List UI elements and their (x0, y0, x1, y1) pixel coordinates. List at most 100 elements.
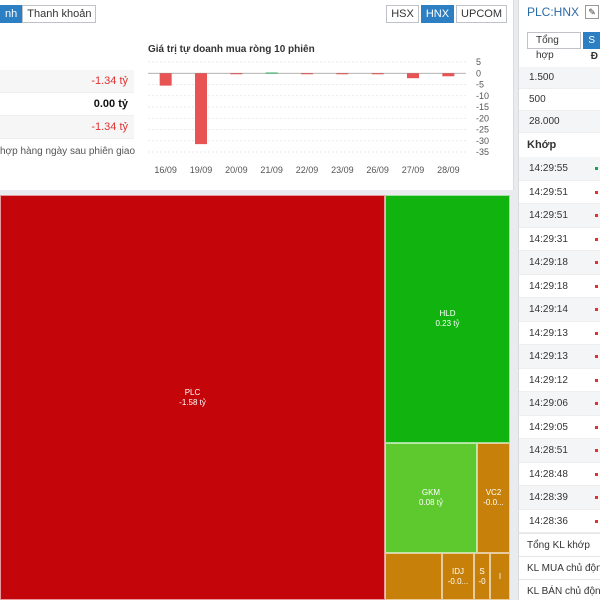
column-header: Đ (590, 51, 598, 62)
trade-time: 14:29:13 (529, 327, 568, 339)
tab-overview[interactable]: nh (0, 5, 23, 23)
cell-label: GKM (421, 488, 441, 497)
tab-hnx[interactable]: HNX (420, 5, 455, 23)
trade-row: 14:28:48 (519, 463, 600, 486)
x-tick-label: 28/09 (437, 165, 460, 175)
trade-side-marker (595, 402, 598, 405)
treemap-cell-gkm[interactable]: GKM 0.08 tỷ (385, 443, 477, 553)
treemap-cell-vc2[interactable]: VC2 -0.0... (477, 443, 510, 553)
trade-side-marker (595, 496, 598, 499)
bar-27-09[interactable] (407, 73, 419, 79)
trade-side-marker (595, 355, 598, 358)
price-row: 28.000 (519, 111, 600, 133)
trade-time: 14:29:06 (529, 398, 568, 409)
trade-side-marker (595, 261, 598, 264)
trade-row: 14:29:12 (519, 369, 600, 392)
tab-upcom[interactable]: UPCOM (456, 5, 507, 23)
cell-value: -0.0... (483, 498, 504, 507)
trade-row: 14:28:39 (519, 486, 600, 510)
summary-panel: nh Thanh khoản HSX HNX UPCOM -1.34 tỷ 0.… (0, 0, 514, 190)
x-tick-label: 19/09 (190, 165, 213, 175)
x-tick-label: 26/09 (366, 165, 389, 175)
cell-label: HLD (439, 309, 456, 318)
y-tick-label: 5 (476, 58, 481, 67)
x-tick-label: 16/09 (154, 165, 177, 175)
trade-time: 14:29:51 (529, 186, 568, 198)
tab-summary[interactable]: Tổng hợp (527, 32, 582, 61)
matched-section-title: Khớp (527, 139, 557, 151)
tab-liquidity[interactable]: Thanh khoản (22, 5, 97, 23)
matched-trades-list[interactable]: 14:29:55 14:29:51 14:29:51 14:29:31 14:29:18… (519, 157, 600, 533)
symbol-title[interactable]: PLC:HNX (527, 5, 580, 19)
summary-net-value: -1.34 tỷ (0, 116, 134, 139)
treemap-cell-plc[interactable]: PLC -1.58 tỷ (0, 195, 385, 600)
summary-sell-value: 0.00 tỷ (0, 93, 134, 116)
x-tick-label: 21/09 (260, 165, 283, 175)
bar-20-09[interactable] (230, 73, 243, 75)
net-buy-chart: 50 -5-10-15-20 -25-30-35 16/09 19/09 20/09 21/… (148, 58, 489, 175)
treemap-cell-i[interactable]: I (490, 553, 510, 600)
treemap-cell-s[interactable]: S -0 (474, 553, 490, 600)
trade-time: 14:29:12 (529, 374, 568, 386)
trade-side-marker (595, 167, 598, 170)
cell-label: S (479, 566, 485, 576)
trade-side-marker (595, 449, 598, 452)
cell-value: -1.58 tỷ (179, 397, 206, 407)
chart-title: Giá trị tự doanh mua ròng 10 phiên (148, 44, 315, 55)
trade-time: 14:29:51 (529, 210, 568, 221)
trade-time: 14:28:51 (529, 445, 568, 456)
bar-28-09[interactable] (442, 73, 455, 77)
trade-time: 14:29:14 (529, 304, 568, 315)
trade-time: 14:29:05 (529, 421, 568, 433)
footnote: hợp hàng ngày sau phiên giao (0, 146, 135, 157)
bar-21-09[interactable] (265, 72, 278, 74)
tab-hsx[interactable]: HSX (386, 5, 419, 23)
bar-19-09[interactable] (195, 73, 207, 145)
trade-row: 14:29:14 (519, 298, 600, 322)
cell-value: 0.23 tỷ (435, 319, 460, 328)
cell-label: I (498, 571, 502, 581)
x-tick-label: 20/09 (225, 165, 248, 175)
trade-time: 14:29:13 (529, 351, 568, 362)
trade-row: 14:29:13 (519, 345, 600, 369)
symbol-header: PLC:HNX ✎ (519, 0, 600, 24)
treemap-cell-hld[interactable]: HLD 0.23 tỷ (385, 195, 510, 443)
trade-side-marker (595, 519, 598, 523)
trade-side-marker (595, 472, 598, 476)
trade-side-marker (595, 214, 598, 217)
cell-label: VC2 (485, 488, 502, 497)
y-tick-label: -25 (476, 125, 489, 135)
y-tick-label: -5 (476, 80, 484, 90)
y-tick-label: -15 (476, 102, 489, 112)
trade-row: 14:29:51 (519, 181, 600, 204)
bar-26-09[interactable] (371, 73, 384, 75)
active-sell-volume: KL BÁN chủ động (519, 579, 600, 600)
price-row: 500 (519, 89, 600, 111)
trade-side-marker (595, 284, 598, 288)
trade-time: 14:28:36 (529, 515, 568, 527)
summary-buy-value: -1.34 tỷ (0, 70, 134, 93)
bar-22-09[interactable] (301, 73, 313, 75)
treemap-cell-small[interactable] (385, 553, 442, 600)
pencil-icon[interactable]: ✎ (585, 5, 600, 19)
trade-row: 14:28:51 (519, 439, 600, 463)
y-tick-label: -35 (476, 147, 489, 157)
trade-side-marker (595, 425, 598, 429)
trade-side-marker (595, 378, 598, 382)
stock-detail-panel: PLC:HNX ✎ Tổng hợp S Đ 1.500 500 28.000 … (518, 0, 600, 600)
bar-16-09[interactable] (159, 73, 172, 86)
trade-time: 14:29:55 (529, 163, 568, 174)
x-tick-label: 27/09 (402, 165, 425, 175)
trade-time: 14:29:18 (529, 280, 568, 292)
cell-label: IDJ (452, 566, 464, 576)
treemap-cell-idj[interactable]: IDJ -0.0... (442, 553, 474, 600)
cell-value: 0.08 tỷ (418, 498, 443, 507)
price-list: 1.500 500 28.000 (519, 67, 600, 133)
cell-label: PLC (184, 387, 201, 397)
tab-second[interactable]: S (583, 32, 600, 49)
trade-row: 14:29:05 (519, 416, 600, 439)
cell-value: -0 (478, 576, 486, 586)
trade-row: 14:29:06 (519, 392, 600, 416)
bar-23-09[interactable] (336, 73, 349, 75)
